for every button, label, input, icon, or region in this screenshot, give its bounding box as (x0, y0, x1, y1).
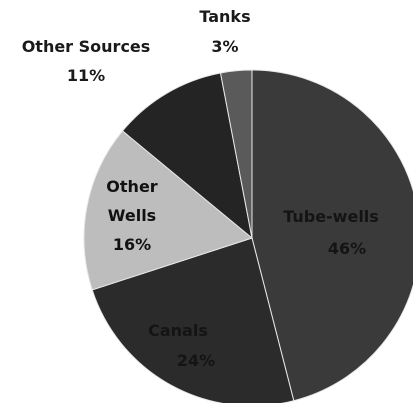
label-canals-value: 24% (177, 351, 215, 370)
label-tanks-value: 3% (211, 37, 238, 56)
label-tube-wells-value: 46% (328, 239, 366, 258)
label-tanks-name: Tanks (199, 7, 250, 26)
pie-slice-canals (91, 237, 295, 403)
label-canals-name: Canals (148, 321, 208, 340)
label-other-wells-value: 16% (113, 235, 151, 254)
pie-slices (83, 69, 413, 403)
label-other-sources-value: 11% (67, 66, 105, 85)
pie-slice-other-sources (121, 72, 253, 240)
label-other-wells-name-2: Wells (108, 206, 156, 225)
label-other-wells-name-1: Other (106, 177, 157, 196)
pie-slice-other-wells (83, 130, 254, 291)
label-tube-wells-name: Tube-wells (283, 207, 379, 226)
pie-slice-tube-wells (251, 69, 413, 402)
label-other-sources-name: Other Sources (22, 37, 151, 56)
pie-slice-tanks (219, 69, 253, 239)
